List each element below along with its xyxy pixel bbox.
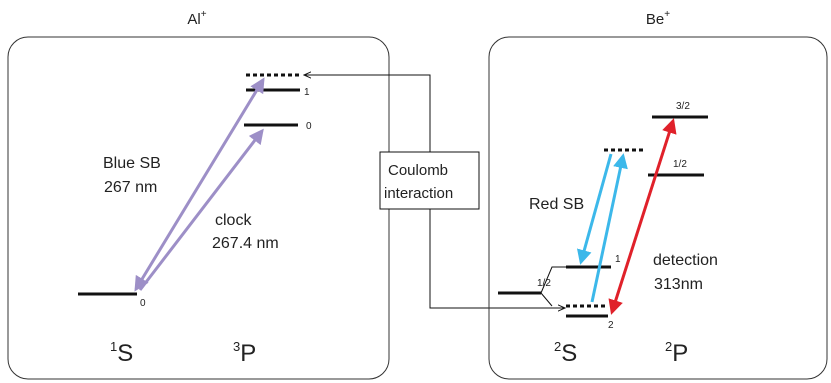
be-splitting-bracket-lower: [540, 292, 553, 307]
be-panel: [488, 36, 828, 380]
be-p32-label: 3/2: [676, 101, 690, 112]
al-panel: [7, 36, 390, 380]
be-term-right: 2P: [665, 339, 688, 367]
be-s-level-2-label: 2: [608, 320, 614, 331]
coulomb-label-line2: interaction: [384, 185, 453, 202]
blue-sb-arrow: [134, 77, 265, 292]
al-term-left: 1S: [110, 339, 133, 367]
detection-arrow: [608, 118, 677, 315]
blue-sb-wavelength: 267 nm: [104, 179, 157, 196]
be-p12-label: 1/2: [673, 159, 687, 170]
coulomb-connector-bottom: [429, 209, 565, 308]
coulomb-label-line1: Coulomb: [388, 162, 448, 179]
coulomb-box: [379, 151, 480, 210]
be-title: Be+: [646, 9, 670, 28]
al-title: Al+: [187, 9, 206, 28]
clock-wavelength: 267.4 nm: [212, 235, 279, 252]
blue-sb-label: Blue SB: [103, 155, 161, 172]
clock-arrow: [138, 128, 264, 291]
red-sb-arrow-up: [590, 153, 628, 303]
be-splitting-bracket: [540, 266, 566, 294]
be-s-level-1-label: 1: [615, 254, 621, 265]
red-sb-arrow-down: [576, 153, 613, 265]
detection-wavelength: 313nm: [654, 276, 703, 293]
coulomb-connector-top: [304, 75, 431, 152]
red-sb-label: Red SB: [529, 196, 584, 213]
be-s12-label: 1/2: [537, 278, 551, 289]
al-term-right: 3P: [233, 339, 256, 367]
al-clock-level-label: 0: [306, 121, 312, 132]
al-upper-label: 1: [304, 87, 310, 98]
clock-label: clock: [215, 212, 252, 229]
detection-label: detection: [653, 252, 718, 269]
al-ground-label: 0: [140, 298, 146, 309]
be-term-left: 2S: [554, 339, 577, 367]
